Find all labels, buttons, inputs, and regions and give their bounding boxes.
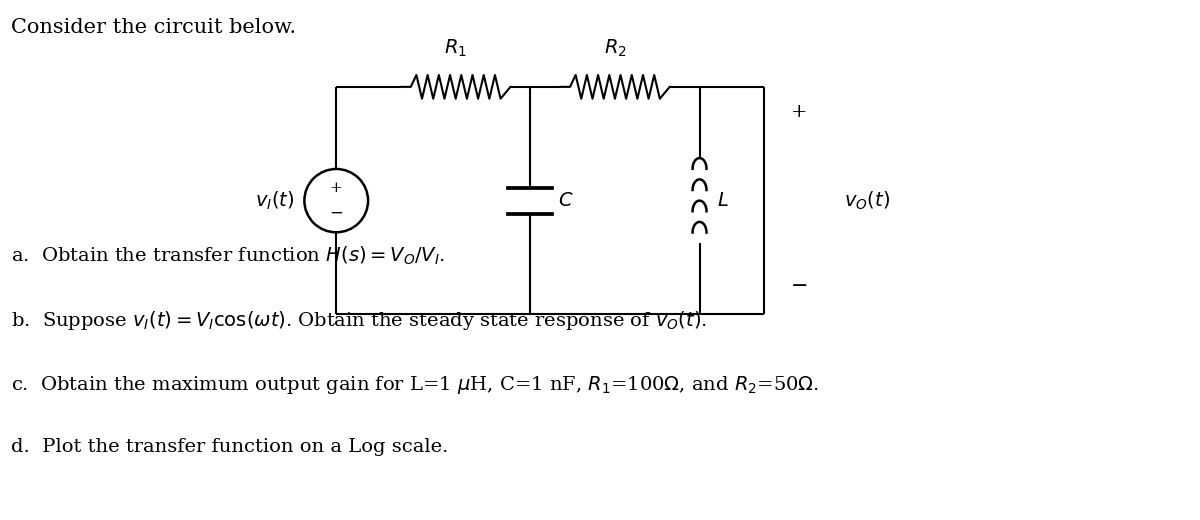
Text: $C$: $C$ <box>558 192 574 210</box>
Text: b.  Suppose $v_I(t) = V_I\mathrm{cos}(\omega t)$. Obtain the steady state respon: b. Suppose $v_I(t) = V_I\mathrm{cos}(\om… <box>11 309 707 332</box>
Text: a.  Obtain the transfer function $H(s) = V_O/V_I$.: a. Obtain the transfer function $H(s) = … <box>11 245 445 267</box>
Text: $R_1$: $R_1$ <box>444 38 467 59</box>
Text: $R_2$: $R_2$ <box>604 38 626 59</box>
Text: −: − <box>791 277 808 296</box>
Text: −: − <box>329 205 343 222</box>
Text: d.  Plot the transfer function on a Log scale.: d. Plot the transfer function on a Log s… <box>11 438 448 456</box>
Text: $L$: $L$ <box>718 192 730 210</box>
Text: +: + <box>791 102 808 121</box>
Text: $v_O(t)$: $v_O(t)$ <box>844 189 890 212</box>
Text: $v_I(t)$: $v_I(t)$ <box>256 189 294 212</box>
Text: +: + <box>330 181 343 195</box>
Text: c.  Obtain the maximum output gain for L=1 $\mu$H, C=1 nF, $R_1$=100$\Omega$, an: c. Obtain the maximum output gain for L=… <box>11 374 818 396</box>
Text: Consider the circuit below.: Consider the circuit below. <box>11 18 296 36</box>
